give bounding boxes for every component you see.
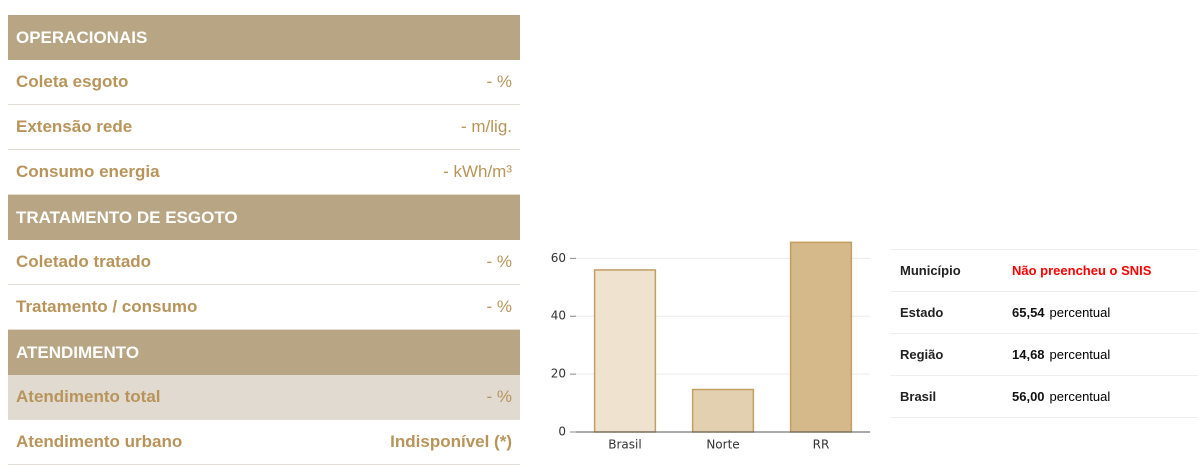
indicator-label: Extensão rede	[16, 117, 133, 136]
indicator-label: Coletado tratado	[16, 252, 152, 271]
info-label: Região	[900, 347, 944, 362]
info-label: Estado	[900, 305, 944, 320]
section-header: ATENDIMENTO	[8, 330, 520, 375]
info-label: Brasil	[900, 389, 937, 404]
info-row: Estado 65,54 percentual	[890, 292, 1198, 334]
indicator-value: - m/lig.	[461, 117, 512, 136]
info-row: Município Não preencheu o SNIS	[890, 249, 1198, 292]
indicator-row: Consumo energia - kWh/m³	[8, 150, 520, 195]
indicator-label: Consumo energia	[16, 162, 160, 181]
section-header: TRATAMENTO DE ESGOTO	[8, 195, 520, 240]
info-unit: percentual	[1049, 389, 1111, 404]
info-value: 65,54	[1012, 305, 1045, 320]
x-tick-label: Norte	[706, 438, 739, 452]
indicator-panel: OPERACIONAIS Coleta esgoto - % Extensão red…	[8, 15, 520, 465]
indicator-row: Coletado tratado - %	[8, 240, 520, 285]
section-header: OPERACIONAIS	[8, 15, 520, 60]
y-tick-label: 60	[551, 251, 566, 265]
indicator-value: - %	[486, 252, 513, 271]
info-value: 14,68	[1012, 347, 1045, 362]
info-unit: percentual	[1049, 347, 1111, 362]
info-value: 56,00	[1012, 389, 1045, 404]
bar	[691, 388, 755, 433]
indicator-label: Tratamento / consumo	[16, 297, 198, 316]
y-tick-label: 40	[551, 309, 566, 323]
indicator-row: Tratamento / consumo - %	[8, 285, 520, 330]
bar	[789, 241, 853, 433]
info-unit: percentual	[1049, 305, 1111, 320]
indicator-row: Atendimento total - %	[8, 375, 520, 420]
x-tick-label: RR	[813, 438, 830, 452]
info-row: Brasil 56,00 percentual	[890, 376, 1198, 418]
indicator-label: Coleta esgoto	[16, 72, 129, 91]
indicator-value: - kWh/m³	[443, 162, 512, 181]
y-tick-label: 20	[551, 367, 566, 381]
indicator-row: Extensão rede - m/lig.	[8, 105, 520, 150]
x-tick-label: Brasil	[608, 438, 641, 452]
info-value: Não preencheu o SNIS	[1012, 263, 1152, 278]
indicator-row: Coleta esgoto - %	[8, 60, 520, 105]
indicator-label: Atendimento urbano	[16, 432, 183, 451]
indicator-value: - %	[486, 297, 513, 316]
indicator-value: Indisponível (*)	[390, 432, 512, 451]
indicator-value: - %	[486, 72, 513, 91]
info-row: Região 14,68 percentual	[890, 334, 1198, 376]
indicator-value: - %	[486, 387, 513, 406]
bar	[593, 269, 657, 433]
indicator-label: Atendimento total	[16, 387, 161, 406]
info-label: Município	[900, 263, 961, 278]
info-table: Município Não preencheu o SNIS Estado 65,54…	[890, 249, 1198, 418]
y-tick-label: 0	[558, 425, 566, 439]
